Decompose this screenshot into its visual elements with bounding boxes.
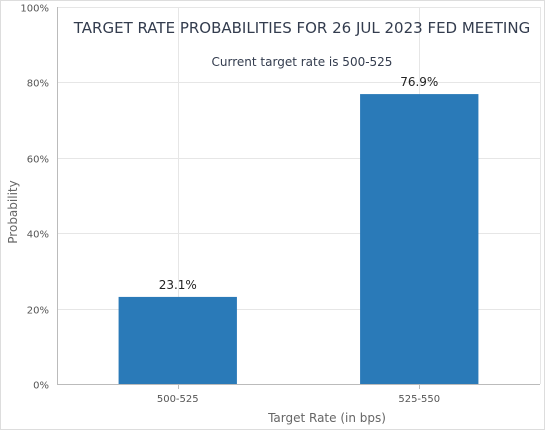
text-labels: TARGET RATE PROBABILITIES FOR 26 JUL 202… — [6, 19, 530, 425]
bars: 23.1% 76.9% — [118, 75, 479, 384]
x-axis-title: Target Rate (in bps) — [267, 411, 386, 425]
y-tick-label: 60% — [27, 155, 49, 166]
y-tick-label: 20% — [27, 306, 49, 317]
x-tick-label: 525-550 — [398, 394, 440, 405]
y-tick-label: 40% — [27, 230, 49, 241]
chart-subtitle: Current target rate is 500-525 — [212, 55, 393, 69]
x-tick-label: 500-525 — [157, 394, 199, 405]
bar — [118, 296, 237, 384]
y-tick-label: 80% — [27, 79, 49, 90]
axes: 0% 20% 40% 60% 80% 100% 500-525 525-550 — [20, 4, 540, 405]
y-tick-label: 0% — [33, 381, 49, 392]
data-label: 23.1% — [159, 278, 197, 292]
chart-title: TARGET RATE PROBABILITIES FOR 26 JUL 202… — [73, 19, 530, 37]
bar — [360, 94, 479, 384]
y-tick-label: 100% — [20, 4, 49, 15]
y-axis-title: Probability — [6, 180, 20, 243]
data-label: 76.9% — [400, 75, 438, 89]
